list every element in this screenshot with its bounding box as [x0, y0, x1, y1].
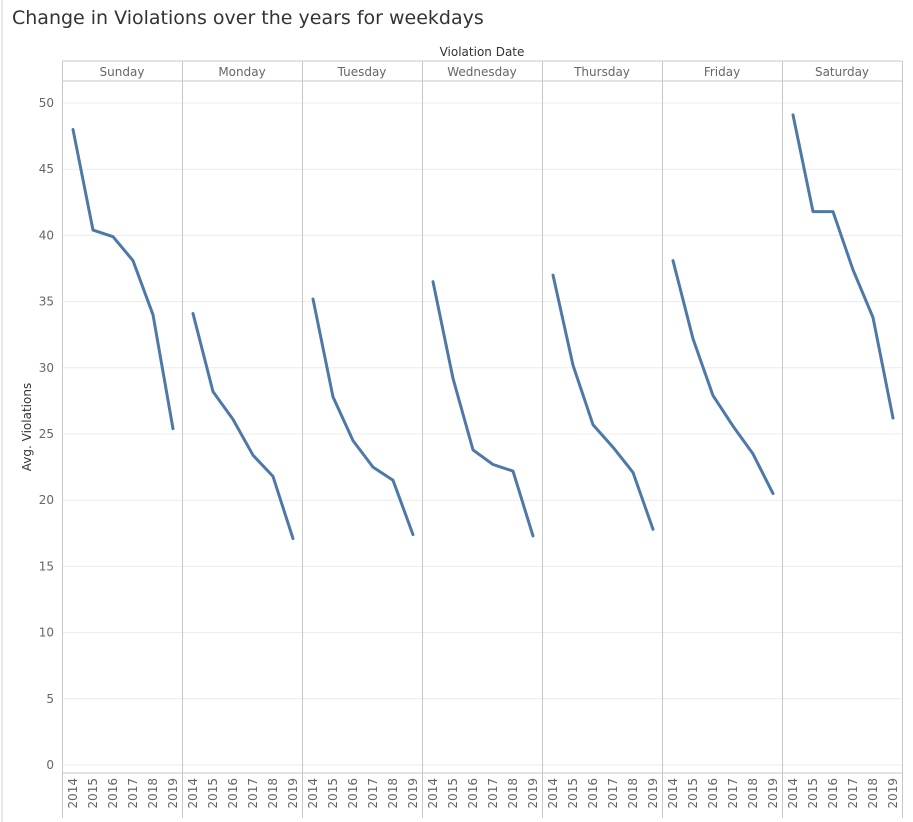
series-line	[791, 113, 895, 420]
y-axis-ticks: 0 5 10 15 20 25 30 35 40 45 50	[39, 96, 54, 772]
x-tick-label: 2018	[386, 778, 400, 809]
panel-sunday: Sunday 2014 2015 2016 2017 2018 2019	[66, 65, 180, 809]
x-tick-label: 2017	[246, 778, 260, 809]
x-tick-label: 2015	[326, 778, 340, 809]
x-tick-label: 2017	[846, 778, 860, 809]
x-tick-label: 2018	[626, 778, 640, 809]
x-tick-label: 2016	[106, 778, 120, 809]
x-tick-label: 2016	[826, 778, 840, 809]
panel-wednesday: Wednesday 2014 2015 2016 2017 2018 2019	[426, 65, 540, 809]
x-tick-label: 2017	[366, 778, 380, 809]
x-tick-label: 2015	[566, 778, 580, 809]
x-tick-label: 2015	[86, 778, 100, 809]
x-tick-label: 2015	[446, 778, 460, 809]
x-tick-label: 2015	[806, 778, 820, 809]
x-tick-label: 2018	[266, 778, 280, 809]
panel-thursday: Thursday 2014 2015 2016 2017 2018 2019	[546, 65, 660, 809]
x-tick-label: 2019	[526, 778, 540, 809]
x-tick-label: 2014	[426, 778, 440, 809]
x-tick-label: 2014	[66, 778, 80, 809]
x-tick-label: 2018	[506, 778, 520, 809]
panel-header: Tuesday	[337, 65, 387, 79]
column-header-label: Violation Date	[440, 45, 525, 59]
y-tick-label: 25	[39, 427, 54, 441]
x-tick-label: 2017	[486, 778, 500, 809]
panel-header: Friday	[704, 65, 740, 79]
x-tick-label: 2016	[706, 778, 720, 809]
series-line	[71, 128, 175, 431]
panel-header: Thursday	[573, 65, 630, 79]
y-tick-label: 20	[39, 493, 54, 507]
x-tick-label: 2017	[126, 778, 140, 809]
panel-monday: Monday 2014 2015 2016 2017 2018 2019	[186, 65, 300, 809]
series-line	[191, 312, 295, 541]
x-tick-label: 2016	[226, 778, 240, 809]
x-tick-label: 2019	[406, 778, 420, 809]
x-tick-label: 2014	[546, 778, 560, 809]
x-tick-label: 2018	[146, 778, 160, 809]
panel-header: Sunday	[100, 65, 145, 79]
y-tick-label: 10	[39, 626, 54, 640]
y-tick-label: 35	[39, 295, 54, 309]
x-tick-label: 2015	[206, 778, 220, 809]
x-tick-label: 2015	[686, 778, 700, 809]
y-tick-label: 40	[39, 228, 54, 242]
x-tick-label: 2018	[746, 778, 760, 809]
y-axis-label: Avg. Violations	[20, 383, 34, 471]
panel-tuesday: Tuesday 2014 2015 2016 2017 2018 2019	[306, 65, 420, 809]
x-tick-label: 2016	[586, 778, 600, 809]
series-line	[551, 273, 655, 531]
x-tick-label: 2014	[786, 778, 800, 809]
y-tick-label: 30	[39, 361, 54, 375]
grid-layer	[62, 102, 902, 766]
x-tick-label: 2014	[186, 778, 200, 809]
x-tick-label: 2017	[606, 778, 620, 809]
panels: Sunday 2014 2015 2016 2017 2018 2019 Monday 2014…	[66, 65, 900, 809]
x-tick-label: 2019	[166, 778, 180, 809]
x-tick-label: 2019	[886, 778, 900, 809]
y-tick-label: 0	[46, 758, 54, 772]
panel-header: Wednesday	[447, 65, 516, 79]
x-tick-label: 2017	[726, 778, 740, 809]
panel-saturday: Saturday 2014 2015 2016 2017 2018 2019	[786, 65, 900, 809]
x-tick-label: 2019	[646, 778, 660, 809]
x-tick-label: 2019	[286, 778, 300, 809]
x-tick-label: 2018	[866, 778, 880, 809]
y-tick-label: 50	[39, 96, 54, 110]
panel-header: Monday	[218, 65, 265, 79]
chart-title: Change in Violations over the years for …	[12, 7, 484, 29]
series-line	[671, 259, 775, 496]
series-line	[431, 280, 535, 538]
x-tick-label: 2019	[766, 778, 780, 809]
y-tick-label: 15	[39, 559, 54, 573]
x-tick-label: 2016	[346, 778, 360, 809]
x-tick-label: 2016	[466, 778, 480, 809]
y-tick-label: 5	[46, 692, 54, 706]
panel-friday: Friday 2014 2015 2016 2017 2018 2019	[666, 65, 780, 809]
x-tick-label: 2014	[306, 778, 320, 809]
panel-header: Saturday	[815, 65, 869, 79]
series-line	[311, 297, 415, 537]
x-tick-label: 2014	[666, 778, 680, 809]
y-tick-label: 45	[39, 162, 54, 176]
